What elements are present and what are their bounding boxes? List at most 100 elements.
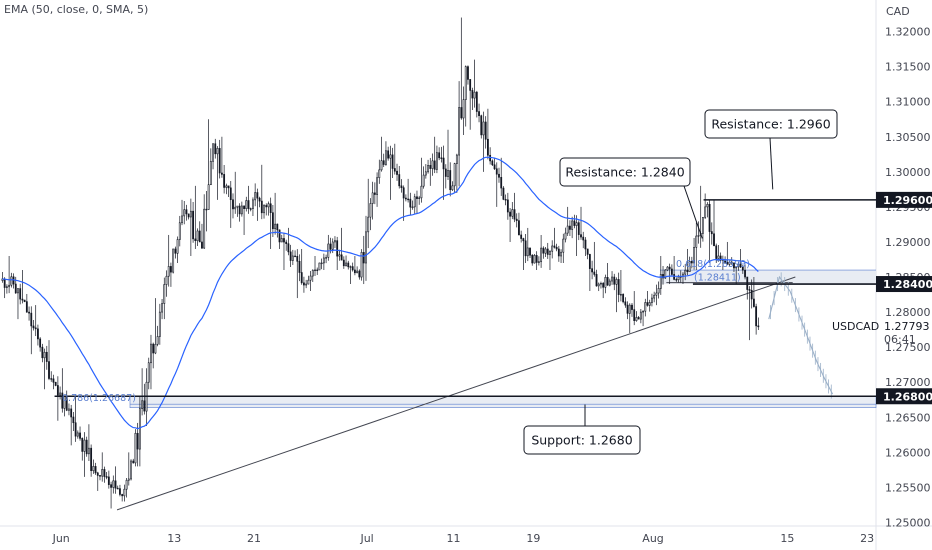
y-tick-label: 1.30500 xyxy=(885,131,931,144)
candle-body xyxy=(48,361,50,379)
y-tick-label: 1.27000 xyxy=(885,376,931,389)
candle-body xyxy=(227,185,230,189)
candle-body xyxy=(662,274,664,279)
x-tick-label: 11 xyxy=(447,532,461,545)
candle-body xyxy=(657,288,660,294)
candle-body xyxy=(531,254,534,264)
candle-body xyxy=(14,283,17,294)
candle-body xyxy=(61,392,64,409)
candle-body xyxy=(83,439,86,452)
x-tick-label: 19 xyxy=(526,532,540,545)
candle-body xyxy=(710,231,713,235)
candle-body xyxy=(68,408,70,411)
candle-body xyxy=(289,251,292,261)
candle-body xyxy=(744,269,746,278)
candle-body xyxy=(216,148,219,155)
ema-line xyxy=(2,156,759,430)
price-tag-label: 1.28400 xyxy=(883,278,932,291)
candle-body xyxy=(653,294,656,299)
candle-body xyxy=(571,220,574,230)
candle-body xyxy=(172,248,175,273)
candle-body xyxy=(413,196,416,208)
candle-body xyxy=(371,192,374,204)
callout-text: Resistance: 1.2840 xyxy=(565,165,684,180)
candle-body xyxy=(103,469,106,477)
candle-body xyxy=(557,248,560,257)
candle-body xyxy=(502,187,505,200)
candle-body xyxy=(70,408,73,418)
candle-body xyxy=(622,294,625,303)
candle-body xyxy=(90,447,93,472)
candle-body xyxy=(735,266,738,269)
candle-body xyxy=(624,301,627,306)
candle-body xyxy=(360,252,363,278)
price-tag xyxy=(876,276,932,293)
candle-body xyxy=(353,269,356,274)
candle-body xyxy=(409,198,412,208)
candle-body xyxy=(331,241,334,250)
candle-body xyxy=(659,274,662,289)
candle-body xyxy=(158,311,161,337)
candle-body xyxy=(94,466,97,474)
candle-body xyxy=(750,289,753,300)
candle-body xyxy=(398,174,401,187)
candle-body xyxy=(591,268,594,273)
candle-body xyxy=(5,286,8,288)
last-price-label: 1.27793 xyxy=(884,320,930,333)
candle-body xyxy=(152,343,155,354)
candle-body xyxy=(305,283,308,286)
candle-body xyxy=(438,152,441,159)
candle-body xyxy=(316,269,319,272)
candle-body xyxy=(400,185,403,189)
candle-body xyxy=(467,66,469,80)
candle-body xyxy=(300,272,303,284)
candle-body xyxy=(642,310,644,313)
y-tick-label: 1.30000 xyxy=(885,166,931,179)
candle-body xyxy=(32,325,35,329)
candle-body xyxy=(393,168,396,172)
candle-body xyxy=(717,255,720,259)
candle-body xyxy=(670,268,673,275)
candle-body xyxy=(376,177,378,195)
candle-body xyxy=(422,174,425,187)
candle-body xyxy=(582,236,585,241)
currency-label: CAD xyxy=(886,5,910,18)
candle-body xyxy=(493,164,496,170)
candle-body xyxy=(114,480,117,489)
y-tick-label: 1.26500 xyxy=(885,411,931,424)
candle-body xyxy=(473,91,476,99)
candle-body xyxy=(192,210,195,240)
candle-body xyxy=(427,165,429,173)
candle-body xyxy=(28,311,30,314)
candle-body xyxy=(713,233,715,247)
candle-body xyxy=(285,241,288,244)
candle-body xyxy=(369,203,372,218)
candle-body xyxy=(566,225,569,234)
candle-body xyxy=(728,261,731,265)
x-tick-label: Jul xyxy=(359,532,373,545)
candle-body xyxy=(314,269,316,272)
candle-body xyxy=(21,298,24,301)
candle-body xyxy=(167,266,170,277)
candle-body xyxy=(535,255,538,263)
candle-body xyxy=(462,99,465,119)
candle-body xyxy=(37,328,39,340)
candle-body xyxy=(695,235,698,248)
y-tick-label: 1.32000 xyxy=(885,26,931,39)
y-tick-label: 1.25000 xyxy=(885,516,931,529)
candle-body xyxy=(214,143,217,155)
candle-body xyxy=(644,302,647,312)
candle-body xyxy=(600,282,602,285)
candle-body xyxy=(453,163,456,187)
candle-body xyxy=(433,160,436,170)
candle-body xyxy=(256,192,259,199)
candle-body xyxy=(318,262,321,271)
candle-body xyxy=(491,160,494,166)
y-tick-label: 1.29000 xyxy=(885,236,931,249)
candle-body xyxy=(635,317,638,321)
fib-label: (1.28411) xyxy=(694,272,741,283)
candle-body xyxy=(651,297,653,303)
fib-label: 0.786(1.26687) xyxy=(62,393,136,404)
candle-body xyxy=(178,222,181,240)
